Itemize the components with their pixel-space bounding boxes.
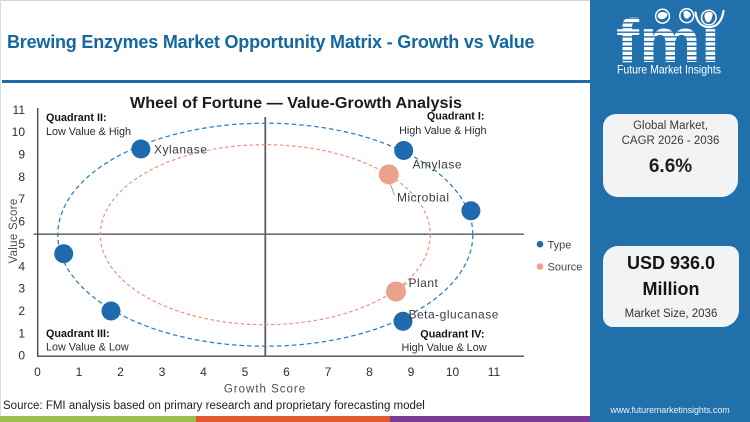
svg-text:Wheel of Fortune — Value-Growt: Wheel of Fortune — Value-Growth Analysis — [130, 95, 462, 112]
svg-text:fmı: fmı — [616, 7, 720, 76]
svg-text:Future Market Insights: Future Market Insights — [617, 63, 721, 77]
svg-text:5: 5 — [242, 365, 249, 379]
svg-text:9: 9 — [18, 148, 25, 162]
svg-text:Xylanase: Xylanase — [154, 143, 207, 157]
svg-text:Low Value & High: Low Value & High — [46, 126, 131, 138]
svg-text:5: 5 — [18, 237, 25, 251]
svg-text:10: 10 — [446, 365, 460, 379]
svg-text:7: 7 — [325, 365, 332, 379]
svg-text:2: 2 — [117, 365, 124, 379]
svg-text:Quadrant I:: Quadrant I: — [427, 111, 485, 123]
svg-text:High Value & High: High Value & High — [399, 125, 486, 137]
svg-text:Amylase: Amylase — [413, 158, 463, 172]
svg-text:3: 3 — [18, 282, 25, 296]
svg-text:1: 1 — [18, 326, 25, 340]
svg-text:Beta-glucanase: Beta-glucanase — [409, 308, 499, 322]
svg-text:10: 10 — [12, 125, 26, 139]
svg-text:Value Score: Value Score — [8, 198, 20, 263]
svg-text:4: 4 — [18, 259, 25, 273]
svg-text:9: 9 — [408, 365, 415, 379]
svg-text:Quadrant II:: Quadrant II: — [46, 112, 107, 124]
svg-text:2: 2 — [18, 304, 25, 318]
svg-text:8: 8 — [366, 365, 373, 379]
svg-text:1: 1 — [76, 365, 83, 379]
svg-text:7: 7 — [18, 192, 25, 206]
svg-text:11: 11 — [13, 103, 26, 117]
svg-text:0: 0 — [34, 365, 41, 379]
svg-text:8: 8 — [18, 170, 25, 184]
svg-text:Quadrant IV:: Quadrant IV: — [420, 329, 484, 341]
svg-text:Low Value & Low: Low Value & Low — [46, 342, 129, 354]
svg-text:6: 6 — [18, 215, 25, 229]
svg-text:Source: Source — [548, 262, 583, 274]
svg-text:Microbial: Microbial — [397, 191, 450, 205]
svg-text:High Value & Low: High Value & Low — [401, 342, 486, 354]
svg-text:Growth Score: Growth Score — [224, 384, 306, 396]
svg-text:Quadrant III:: Quadrant III: — [46, 328, 110, 340]
svg-text:Type: Type — [548, 239, 572, 251]
svg-text:Plant: Plant — [409, 276, 439, 290]
svg-text:3: 3 — [159, 365, 166, 379]
svg-text:6: 6 — [283, 365, 290, 379]
svg-text:11: 11 — [488, 365, 501, 379]
svg-text:0: 0 — [18, 349, 25, 363]
svg-text:4: 4 — [200, 365, 207, 379]
